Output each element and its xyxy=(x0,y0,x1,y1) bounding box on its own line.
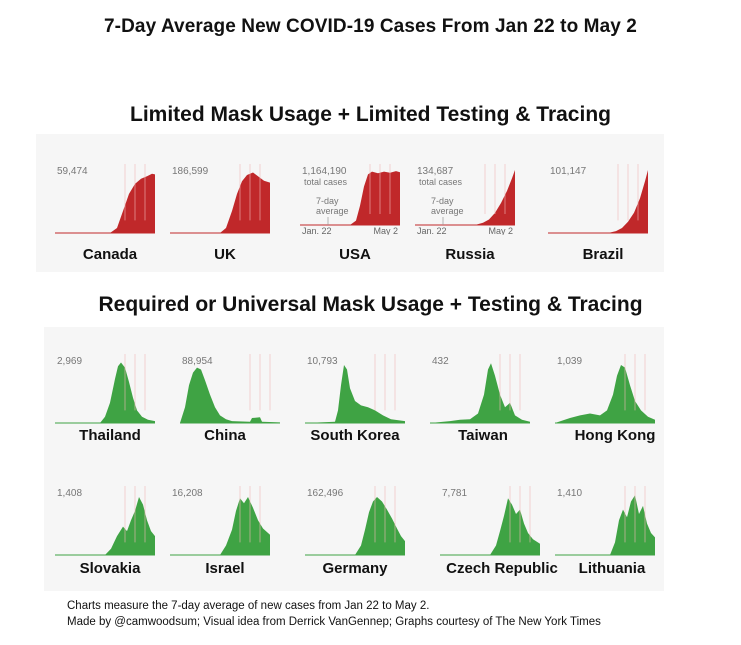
series-area-israel xyxy=(170,497,270,555)
x-tick-end: May 2 xyxy=(488,226,513,235)
series-area-thailand xyxy=(55,362,155,423)
chart-russia: 134,687 total cases 7-day average Jan. 22 May… xyxy=(415,150,515,235)
value-label: 134,687 xyxy=(417,166,454,177)
series-area-south-korea xyxy=(305,365,405,423)
section-title-limited: Limited Mask Usage + Limited Testing & T… xyxy=(130,103,611,126)
x-tick-start: Jan. 22 xyxy=(417,226,447,235)
footer-note: Charts measure the 7-day average of new … xyxy=(67,600,430,612)
country-label-czech-republic: Czech Republic xyxy=(446,560,558,577)
value-label: 1,408 xyxy=(57,488,82,499)
chart-czech-republic: 7,781 xyxy=(440,472,540,557)
chart-lithuania: 1,410 xyxy=(555,472,655,557)
value-sublabel: total cases xyxy=(304,177,348,187)
series-area-slovakia xyxy=(55,497,155,555)
country-label-slovakia: Slovakia xyxy=(79,560,141,577)
chart-svg-uk: 186,599 xyxy=(170,164,270,234)
annotation-text: average xyxy=(316,206,349,216)
chart-svg-canada: 59,474 xyxy=(55,164,155,234)
chart-uk: 186,599 xyxy=(170,150,270,235)
chart-canada: 59,474 xyxy=(55,150,155,235)
chart-hong-kong: 1,039 xyxy=(555,340,655,425)
footer-credit: Made by @camwoodsum; Visual idea from De… xyxy=(67,616,601,628)
series-area-russia xyxy=(415,170,515,225)
annotation-text: 7-day xyxy=(316,196,339,206)
country-label-lithuania: Lithuania xyxy=(578,560,646,577)
value-label: 1,164,190 xyxy=(302,166,347,177)
section-title-required: Required or Universal Mask Usage + Testi… xyxy=(98,293,643,316)
chart-svg-lithuania: 1,410 xyxy=(555,486,655,556)
country-label-uk: UK xyxy=(214,246,236,263)
series-area-china xyxy=(180,367,280,423)
value-label: 59,474 xyxy=(57,166,88,177)
value-label: 16,208 xyxy=(172,488,203,499)
chart-israel: 16,208 xyxy=(170,472,270,557)
country-label-thailand: Thailand xyxy=(79,427,141,444)
chart-slovakia: 1,408 xyxy=(55,472,155,557)
country-label-south-korea: South Korea xyxy=(310,427,400,444)
series-area-uk xyxy=(170,172,270,233)
country-label-hong-kong: Hong Kong xyxy=(574,427,656,444)
chart-svg-israel: 16,208 xyxy=(170,486,270,556)
country-label-taiwan: Taiwan xyxy=(458,427,508,444)
chart-brazil: 101,147 xyxy=(548,150,648,235)
page-title: 7-Day Average New COVID-19 Cases From Ja… xyxy=(104,16,637,37)
chart-svg-slovakia: 1,408 xyxy=(55,486,155,556)
country-label-germany: Germany xyxy=(322,560,388,577)
value-label: 2,969 xyxy=(57,356,82,367)
value-sublabel: total cases xyxy=(419,177,463,187)
country-label-canada: Canada xyxy=(82,246,138,263)
series-area-hong-kong xyxy=(555,365,655,423)
annotation-text: 7-day xyxy=(431,196,454,206)
annotation-text: average xyxy=(431,206,464,216)
chart-svg-germany: 162,496 xyxy=(305,486,405,556)
series-area-taiwan xyxy=(430,363,530,423)
country-label-usa: USA xyxy=(339,246,371,263)
value-label: 1,410 xyxy=(557,488,582,499)
chart-svg-china: 88,954 xyxy=(180,354,280,424)
series-area-germany xyxy=(305,497,405,555)
country-label-russia: Russia xyxy=(445,246,495,263)
series-area-canada xyxy=(55,173,155,233)
value-label: 432 xyxy=(432,356,449,367)
country-label-brazil: Brazil xyxy=(582,246,624,263)
chart-svg-hong-kong: 1,039 xyxy=(555,354,655,424)
chart-taiwan: 432 xyxy=(430,340,530,425)
chart-svg-czech-republic: 7,781 xyxy=(440,486,540,556)
chart-svg-thailand: 2,969 xyxy=(55,354,155,424)
country-label-china: China xyxy=(204,427,246,444)
series-area-usa xyxy=(300,171,400,225)
value-label: 101,147 xyxy=(550,166,587,177)
value-label: 10,793 xyxy=(307,356,338,367)
value-label: 7,781 xyxy=(442,488,467,499)
country-label-israel: Israel xyxy=(205,560,245,577)
value-label: 162,496 xyxy=(307,488,344,499)
chart-thailand: 2,969 xyxy=(55,340,155,425)
chart-usa: 1,164,190 total cases 7-day average Jan. 22 M… xyxy=(300,150,400,235)
value-label: 88,954 xyxy=(182,356,213,367)
x-tick-end: May 2 xyxy=(373,226,398,235)
series-area-czech-republic xyxy=(440,498,540,555)
chart-south-korea: 10,793 xyxy=(305,340,405,425)
value-label: 1,039 xyxy=(557,356,582,367)
series-area-lithuania xyxy=(555,495,655,555)
chart-germany: 162,496 xyxy=(305,472,405,557)
chart-svg-taiwan: 432 xyxy=(430,354,530,424)
value-label: 186,599 xyxy=(172,166,209,177)
chart-svg-south-korea: 10,793 xyxy=(305,354,405,424)
chart-china: 88,954 xyxy=(180,340,280,425)
series-area-brazil xyxy=(548,170,648,233)
chart-svg-brazil: 101,147 xyxy=(548,164,648,234)
x-tick-start: Jan. 22 xyxy=(302,226,332,235)
